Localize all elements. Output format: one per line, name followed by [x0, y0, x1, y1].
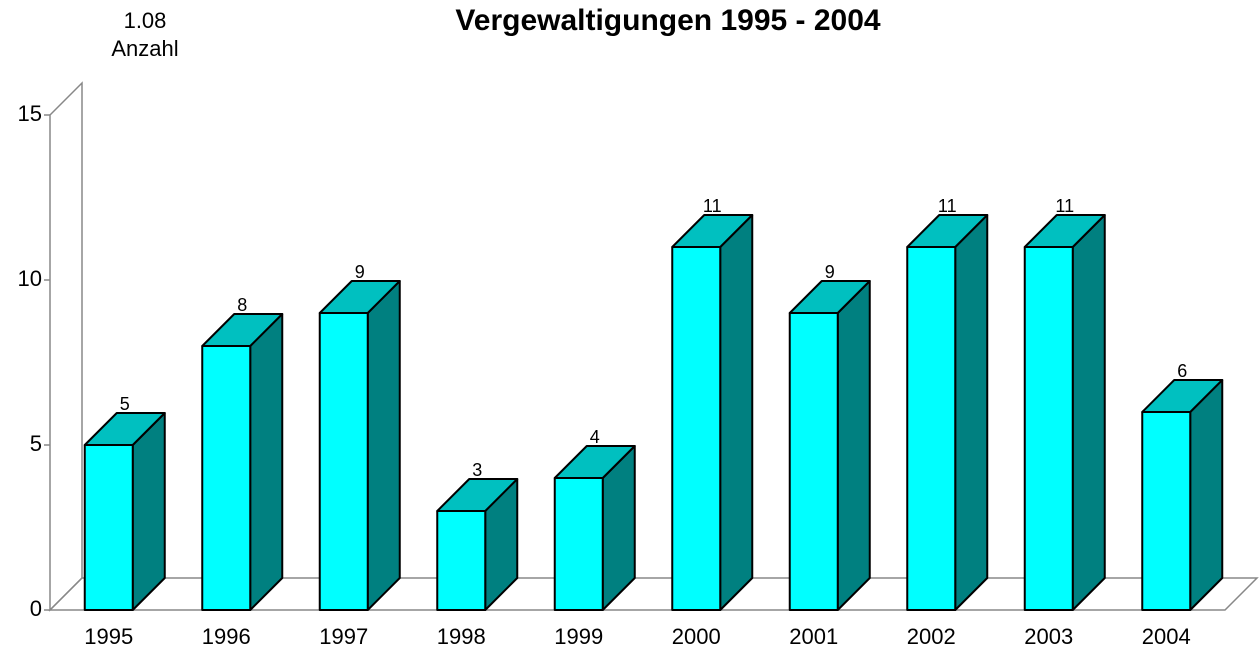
bar-front	[201, 345, 252, 611]
data-label: 4	[590, 427, 600, 447]
data-label: 6	[1177, 361, 1187, 381]
bar-side	[719, 214, 754, 611]
x-tick-label: 2004	[1142, 624, 1191, 649]
bar	[318, 280, 401, 611]
bar-side	[249, 313, 284, 611]
bar-front	[788, 312, 839, 611]
bar-front	[83, 444, 134, 611]
y-tick-label: 10	[18, 266, 42, 291]
page-label: 1.08	[124, 8, 167, 33]
bar-side	[836, 280, 871, 611]
bar-front	[553, 477, 604, 611]
y-axis-label: Anzahl	[111, 36, 178, 61]
data-label: 9	[355, 262, 365, 282]
bar	[1023, 214, 1106, 611]
bar-side	[1071, 214, 1106, 611]
data-label: 11	[703, 196, 722, 216]
bar	[788, 280, 871, 611]
bar	[553, 445, 636, 611]
data-label: 5	[120, 394, 130, 414]
data-label: 9	[825, 262, 835, 282]
chart-title: Vergewaltigungen 1995 - 2004	[455, 4, 881, 37]
bar	[1141, 379, 1224, 611]
bar-front	[671, 246, 722, 611]
bar	[436, 478, 519, 611]
x-tick-label: 1997	[319, 624, 368, 649]
bar-front	[318, 312, 369, 611]
side-wall	[49, 81, 83, 612]
x-tick-label: 1995	[84, 624, 133, 649]
bar-side	[1189, 379, 1224, 611]
data-label: 11	[938, 196, 957, 216]
bar-front	[906, 246, 957, 611]
bar-side	[366, 280, 401, 611]
x-tick-label: 2000	[672, 624, 721, 649]
x-tick-label: 2003	[1024, 624, 1073, 649]
bar-side	[954, 214, 989, 611]
y-tick-label: 5	[30, 431, 42, 456]
x-tick-label: 1999	[554, 624, 603, 649]
bar	[83, 412, 166, 611]
x-tick-label: 2002	[907, 624, 956, 649]
x-tick-label: 1996	[202, 624, 251, 649]
bar-front	[1141, 411, 1192, 611]
bar-side	[131, 412, 166, 611]
bar-front	[436, 510, 487, 611]
data-label: 3	[472, 460, 482, 480]
bar-front	[1023, 246, 1074, 611]
bar	[671, 214, 754, 611]
bar	[201, 313, 284, 611]
bar	[906, 214, 989, 611]
y-tick-label: 15	[18, 101, 42, 126]
x-tick-label: 1998	[437, 624, 486, 649]
data-label: 8	[237, 295, 247, 315]
x-tick-label: 2001	[789, 624, 838, 649]
y-tick-label: 0	[30, 596, 42, 621]
data-label: 11	[1055, 196, 1074, 216]
